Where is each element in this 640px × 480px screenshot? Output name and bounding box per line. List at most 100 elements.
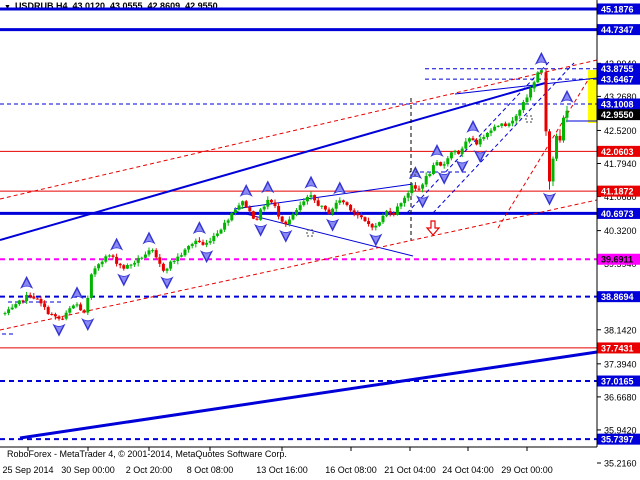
bear-candle <box>370 224 374 228</box>
x-tick-label: 30 Sep 00:00 <box>61 465 115 475</box>
bull-candle <box>215 233 219 236</box>
bull-candle <box>176 256 180 261</box>
bear-candle <box>280 216 284 222</box>
bull-candle <box>97 264 101 269</box>
bull-candle <box>403 197 407 204</box>
price-badge-label: 42.9550 <box>601 110 634 120</box>
trendline[interactable] <box>497 79 589 229</box>
bear-candle <box>457 150 461 154</box>
trendline[interactable] <box>233 183 414 210</box>
fractal-up-arrow-icon <box>333 181 347 195</box>
bear-candle <box>503 123 507 127</box>
bull-candle <box>89 274 93 298</box>
bull-candle <box>10 307 14 310</box>
trendline[interactable] <box>233 210 414 257</box>
fractal-up-arrow-icon <box>192 221 206 235</box>
price-badge <box>597 73 640 85</box>
ohlc-high: 43.0555 <box>110 1 143 11</box>
bear-candle <box>471 138 475 140</box>
bull-candle <box>302 201 306 206</box>
bull-candle <box>223 222 227 230</box>
object-markers[interactable] <box>306 115 533 237</box>
bull-candle <box>518 110 522 116</box>
bull-candle <box>71 305 75 309</box>
bull-candle <box>521 102 525 111</box>
trendline[interactable] <box>454 77 598 95</box>
object-anchor-marker[interactable] <box>409 168 417 176</box>
object-anchor-marker[interactable] <box>525 115 533 123</box>
fractal-down-arrow-icon <box>117 273 131 287</box>
bull-candle <box>305 196 309 202</box>
bull-candle <box>331 208 335 214</box>
horizontal-levels[interactable] <box>0 7 597 441</box>
x-tick-label: 16 Oct 08:00 <box>325 465 377 475</box>
object-anchor-marker[interactable] <box>306 229 314 237</box>
bull-candle <box>104 256 108 262</box>
bull-candle <box>309 195 313 197</box>
price-badge <box>597 145 640 157</box>
price-badge-label: 44.7347 <box>601 25 634 35</box>
price-badge-label: 43.1008 <box>601 99 634 109</box>
fractal-up-arrow-icon <box>430 144 444 158</box>
bull-candle <box>421 184 425 189</box>
bull-candle <box>435 162 439 166</box>
bull-candle <box>179 255 183 257</box>
price-badge-label: 35.7397 <box>601 435 634 445</box>
bull-candle <box>449 152 453 159</box>
bull-candle <box>100 261 104 265</box>
bull-candle <box>381 215 385 223</box>
trendline[interactable] <box>0 59 598 200</box>
bear-candle <box>359 215 363 218</box>
bull-candle <box>136 257 140 263</box>
trendline[interactable] <box>0 82 546 241</box>
bull-candle <box>555 135 558 159</box>
fractal-up-arrow-icon <box>20 275 34 289</box>
bull-candle <box>262 206 266 210</box>
bull-candle <box>428 174 432 177</box>
price-badge <box>597 3 640 15</box>
bull-candle <box>205 242 209 245</box>
bear-candle <box>111 255 115 257</box>
price-badge-label: 45.1876 <box>601 4 634 14</box>
bear-candle <box>118 263 122 266</box>
bear-candle <box>316 200 320 206</box>
bull-candle <box>291 214 295 220</box>
bull-candle <box>93 268 97 275</box>
trendline[interactable] <box>406 61 550 214</box>
bear-candle <box>417 188 421 190</box>
bull-candle <box>551 158 555 182</box>
bear-candle <box>43 303 47 308</box>
bull-candle <box>385 211 389 216</box>
bear-candle <box>313 195 317 201</box>
bull-candle <box>194 240 198 245</box>
price-badge-label: 42.0603 <box>601 147 634 157</box>
trendline[interactable] <box>19 350 598 440</box>
y-tick-label: 43.2680 <box>604 92 637 102</box>
bull-candle <box>140 257 144 259</box>
bull-candle <box>532 82 536 89</box>
fractal-up-arrow-icon <box>534 51 548 65</box>
trendline[interactable] <box>0 199 598 331</box>
bull-candle <box>446 158 450 165</box>
fractal-down-arrow-icon <box>542 192 557 206</box>
fractal-up-arrow-icon <box>466 119 480 133</box>
price-badge-label: 39.6911 <box>601 255 633 265</box>
fractal-down-arrow-icon <box>200 250 214 264</box>
price-badge-label: 43.6467 <box>601 75 634 85</box>
price-badge <box>597 63 640 75</box>
trendline[interactable] <box>432 62 575 214</box>
projection-down-arrow-icon <box>425 220 441 236</box>
trendlines[interactable] <box>0 59 598 440</box>
bear-candle <box>57 316 61 319</box>
bear-candle <box>558 135 562 141</box>
price-badge <box>597 291 640 303</box>
price-badge <box>597 24 640 36</box>
bull-candle <box>75 304 79 306</box>
bear-candle <box>46 307 50 315</box>
bull-candle <box>431 165 435 175</box>
bull-candle <box>377 222 381 226</box>
bull-candle <box>338 200 342 203</box>
